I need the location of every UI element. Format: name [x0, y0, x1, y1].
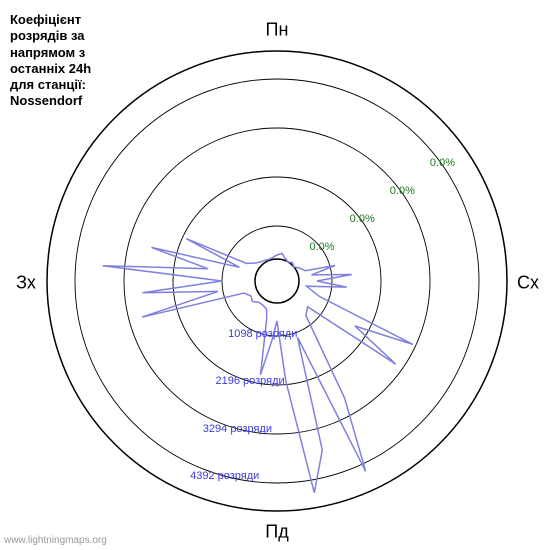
pct-label: 0.0% [430, 157, 455, 169]
polar-chart: Коефіцієнт розрядів за напрямом з останн… [0, 0, 550, 550]
ring-count-label: 2196 розряди [215, 375, 284, 387]
dir-s: Пд [265, 522, 288, 543]
footer-credit: www.lightningmaps.org [4, 535, 107, 546]
pct-label: 0.0% [310, 241, 335, 253]
dir-w: Зх [16, 273, 36, 294]
ring-count-label: 4392 розряди [190, 470, 259, 482]
ring-count-label: 3294 розряди [203, 423, 272, 435]
pct-label: 0.0% [390, 185, 415, 197]
ring-count-label: 1098 розряди [228, 328, 297, 340]
pct-label: 0.0% [350, 213, 375, 225]
chart-title: Коефіцієнт розрядів за напрямом з останн… [10, 12, 91, 110]
dir-n: Пн [266, 20, 289, 41]
dir-e: Сх [517, 273, 539, 294]
